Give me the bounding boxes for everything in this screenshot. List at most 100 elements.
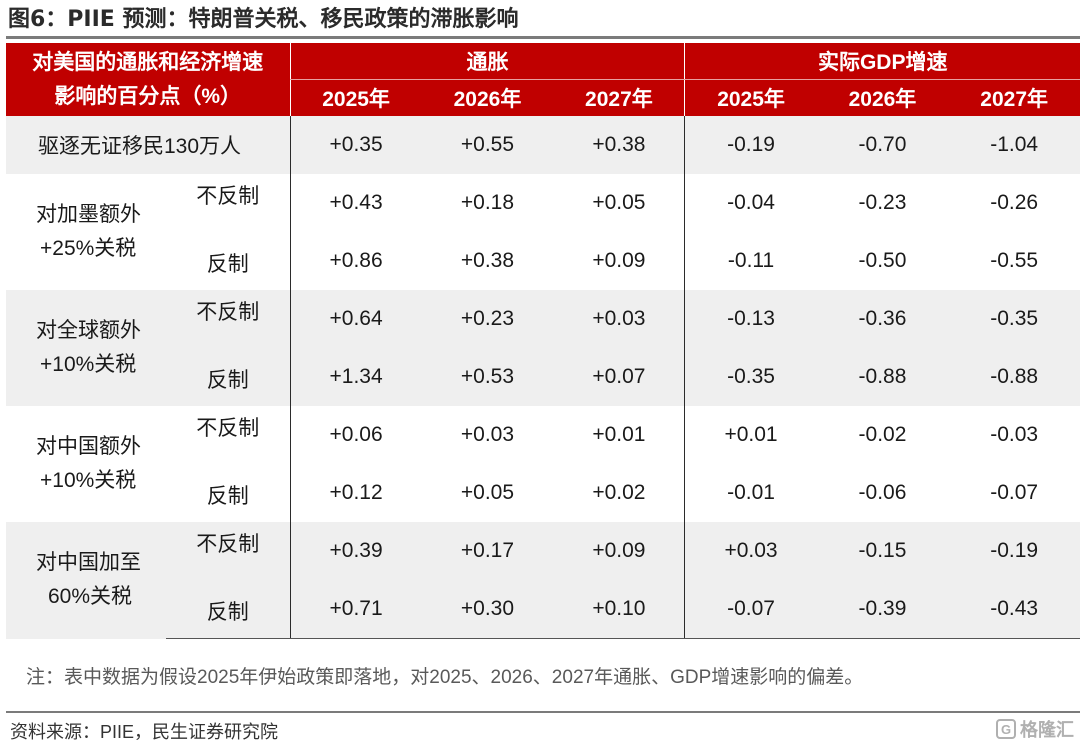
sub-label-no-retaliation: 不反制 bbox=[166, 174, 290, 232]
table-cell: +0.01 bbox=[592, 423, 646, 446]
table-cell: -0.03 bbox=[990, 423, 1039, 446]
table-cell: -0.15 bbox=[816, 522, 949, 580]
table-cell: +0.10 bbox=[553, 580, 685, 639]
corner-label-line1: 对美国的通胀和经济增速 bbox=[32, 50, 264, 74]
year-header: 2025年 bbox=[684, 79, 817, 116]
row-label-line1: 对中国加至 bbox=[36, 551, 141, 575]
table-cell: -0.50 bbox=[858, 249, 907, 272]
table-cell: +0.17 bbox=[421, 522, 554, 580]
table-cell: +0.03 bbox=[684, 522, 817, 580]
table-cell: -0.02 bbox=[858, 423, 907, 446]
row-label-line1: 对中国额外 bbox=[36, 435, 141, 458]
table-cell: +0.38 bbox=[460, 249, 515, 272]
table-cell: +0.03 bbox=[460, 423, 515, 446]
table-cell: +0.64 bbox=[289, 290, 422, 348]
table-cell: -0.26 bbox=[990, 191, 1039, 214]
table-cell: -0.35 bbox=[684, 348, 817, 406]
sub-label-retaliation: 反制 bbox=[166, 232, 290, 290]
table-cell: -0.23 bbox=[858, 191, 907, 214]
group-header-gdp: 实际GDP增速 bbox=[684, 43, 1080, 80]
table-cell: -0.11 bbox=[684, 232, 817, 290]
sub-label-text: 反制 bbox=[206, 485, 249, 508]
table-note: 注：表中数据为假设2025年伊始政策即落地，对2025、2026、2027年通胀… bbox=[26, 667, 864, 688]
table-row: 对全球额外 +10%关税 不反制 +0.64 +0.23 +0.03 -0.13… bbox=[6, 290, 1080, 406]
table-cell: +0.12 bbox=[289, 464, 422, 522]
impact-table: 对美国的通胀和经济增速 影响的百分点（%） 通胀 实际GDP增速 2025年 2… bbox=[6, 43, 1080, 639]
sub-label-retaliation: 反制 bbox=[166, 348, 290, 406]
table-cell: +0.09 bbox=[553, 522, 685, 580]
year-header: 2027年 bbox=[948, 79, 1080, 116]
table-row: 反制 +1.34 +0.53 +0.07 -0.35 -0.88 -0.88 bbox=[6, 348, 1080, 406]
table-cell: -0.43 bbox=[948, 580, 1080, 639]
table-cell: +0.05 bbox=[592, 191, 646, 214]
table-cell: -0.55 bbox=[990, 249, 1039, 272]
table-cell: -0.70 bbox=[816, 116, 949, 174]
table-cell: -0.35 bbox=[948, 290, 1080, 348]
table-cell: +0.86 bbox=[289, 232, 422, 290]
sub-label-no-retaliation: 不反制 bbox=[166, 406, 290, 464]
sub-label-text: 不反制 bbox=[196, 185, 260, 208]
source-text: 资料来源：PIIE，民生证券研究院 bbox=[10, 722, 279, 742]
table-cell: +0.39 bbox=[289, 522, 422, 580]
sub-label-no-retaliation: 不反制 bbox=[166, 290, 290, 348]
row-label-line2: +10%关税 bbox=[40, 353, 137, 376]
year-header: 2026年 bbox=[816, 79, 949, 116]
table-cell: -0.19 bbox=[684, 116, 817, 174]
group-header-inflation: 通胀 bbox=[289, 43, 685, 80]
row-label-line1: 对全球额外 bbox=[36, 319, 141, 342]
table-cell: +0.01 bbox=[684, 406, 817, 464]
row-label-line2: 60%关税 bbox=[48, 585, 133, 609]
watermark-logo: G 格隆汇 bbox=[996, 716, 1074, 742]
table-row: 反制 +0.86 +0.38 +0.09 -0.11 -0.50 -0.55 bbox=[6, 232, 1080, 290]
table-cell: -0.88 bbox=[816, 348, 949, 406]
table-cell: +0.18 bbox=[460, 191, 515, 214]
table-cell: -0.19 bbox=[948, 522, 1080, 580]
table-cell: -0.13 bbox=[684, 290, 817, 348]
table-row: 反制 +0.12 +0.05 +0.02 -0.01 -0.06 -0.07 bbox=[6, 464, 1080, 522]
table-cell: -1.04 bbox=[948, 116, 1080, 174]
row-label-china60: 对中国加至 60%关税 bbox=[6, 522, 166, 639]
table-row: 对中国额外 +10%关税 不反制 +0.06 +0.03 +0.01 +0.01… bbox=[6, 406, 1080, 492]
table-cell: +0.35 bbox=[289, 116, 422, 174]
sub-label-text: 不反制 bbox=[196, 301, 260, 324]
row-label-china10: 对中国额外 +10%关税 bbox=[6, 406, 166, 522]
table-cell: -0.88 bbox=[948, 348, 1080, 406]
table-cell: -0.06 bbox=[858, 481, 907, 504]
table-cell: -0.07 bbox=[684, 580, 817, 639]
table-cell: -0.39 bbox=[816, 580, 949, 639]
table-cell: +0.38 bbox=[553, 116, 685, 174]
watermark-text: 格隆汇 bbox=[1020, 720, 1074, 740]
sub-label-no-retaliation: 不反制 bbox=[166, 522, 290, 580]
table-cell: +0.09 bbox=[592, 249, 646, 272]
sub-label-text: 反制 bbox=[206, 601, 249, 624]
sub-label-text: 反制 bbox=[206, 369, 249, 392]
figure-title: 图6：PIIE 预测：特朗普关税、移民政策的滞胀影响 bbox=[8, 7, 519, 32]
table-cell: +0.02 bbox=[592, 481, 646, 504]
table-cell: +0.23 bbox=[421, 290, 554, 348]
table-cell: -0.01 bbox=[684, 464, 817, 522]
table-cell: +0.30 bbox=[421, 580, 554, 639]
row-label-global: 对全球额外 +10%关税 bbox=[6, 290, 166, 406]
sub-label-text: 反制 bbox=[206, 253, 249, 276]
table-cell: +0.71 bbox=[289, 580, 422, 639]
table-cell: +0.55 bbox=[421, 116, 554, 174]
row-label-deport: 驱逐无证移民130万人 bbox=[6, 116, 290, 174]
table-cell: -0.36 bbox=[816, 290, 949, 348]
table-cell: +0.53 bbox=[421, 348, 554, 406]
table-row: 对中国加至 60%关税 不反制 +0.39 +0.17 +0.09 +0.03 … bbox=[6, 522, 1080, 639]
table-cell: +1.34 bbox=[289, 348, 422, 406]
table-row: 反制 +0.71 +0.30 +0.10 -0.07 -0.39 -0.43 bbox=[6, 580, 1080, 639]
year-header: 2026年 bbox=[421, 79, 554, 116]
sub-label-text: 不反制 bbox=[196, 417, 260, 440]
logo-icon: G bbox=[996, 719, 1016, 739]
table-cell: +0.05 bbox=[460, 481, 515, 504]
table-corner-label: 对美国的通胀和经济增速 影响的百分点（%） bbox=[6, 43, 290, 116]
table-cell: +0.07 bbox=[553, 348, 685, 406]
row-label-line1: 对加墨额外 bbox=[36, 203, 141, 226]
row-label-line2: +10%关税 bbox=[40, 469, 137, 492]
sub-label-retaliation: 反制 bbox=[166, 580, 290, 639]
table-cell: +0.06 bbox=[289, 406, 422, 464]
footer-divider bbox=[6, 711, 1080, 713]
year-header: 2027年 bbox=[553, 79, 685, 116]
table-row: 对加墨额外 +25%关税 不反制 +0.43 +0.18 +0.05 -0.04… bbox=[6, 174, 1080, 260]
